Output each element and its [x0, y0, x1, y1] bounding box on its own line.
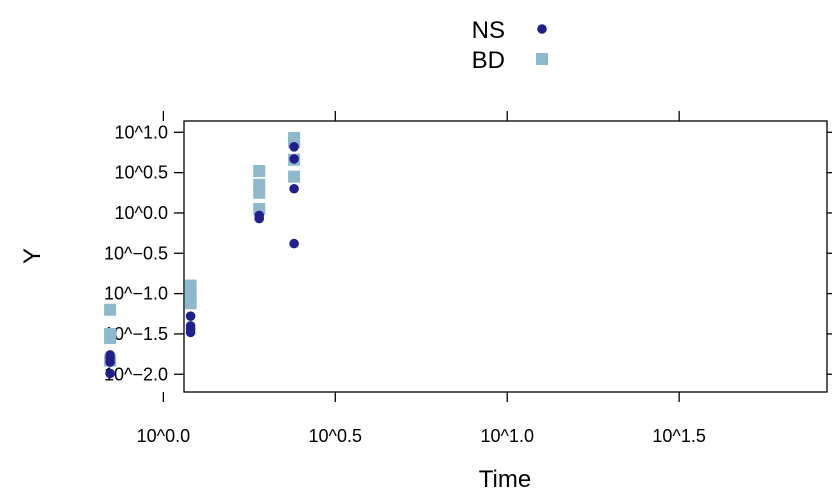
y-tick-label: 10^−2.0	[104, 364, 168, 384]
point-ns	[185, 311, 196, 321]
data-points	[104, 131, 301, 379]
point-bd	[104, 303, 117, 316]
point-bd	[288, 170, 301, 183]
point-ns	[254, 210, 265, 221]
point-ns	[105, 368, 115, 379]
legend-marker-ns	[537, 24, 547, 34]
y-tick-label: 10^−0.5	[104, 243, 168, 263]
legend-marker-bd	[536, 53, 548, 65]
point-bd	[253, 186, 266, 199]
y-axis-title: Y	[19, 248, 46, 264]
legend-label-bd: BD	[472, 47, 505, 74]
y-tick-label: 10^0.0	[115, 203, 169, 223]
y-tick-label: 10^−1.0	[104, 284, 168, 304]
point-bd	[104, 331, 117, 344]
x-axis-title: Time	[479, 466, 531, 493]
x-tick-label: 10^0.0	[137, 426, 191, 446]
x-tick-label: 10^1.5	[652, 426, 706, 446]
y-tick-label: 10^−1.5	[104, 324, 168, 344]
point-ns	[289, 238, 299, 249]
legend: NS BD	[472, 17, 548, 74]
axis-ticks: 10^0.0 10^0.5 10^1.0 10^1.5 10^1.0 10^0.5 10^0…	[104, 111, 832, 446]
point-ns	[105, 357, 115, 367]
x-tick-label: 10^0.5	[309, 426, 363, 446]
point-ns	[289, 154, 299, 164]
legend-label-ns: NS	[472, 17, 505, 44]
plot-frame	[183, 120, 828, 393]
y-tick-label: 10^0.5	[115, 163, 169, 183]
point-ns	[185, 327, 196, 338]
point-bd	[253, 165, 266, 178]
y-tick-label: 10^1.0	[115, 122, 169, 142]
point-bd	[184, 297, 197, 310]
point-ns	[289, 183, 299, 194]
x-tick-label: 10^1.0	[480, 426, 534, 446]
point-ns	[289, 142, 299, 152]
